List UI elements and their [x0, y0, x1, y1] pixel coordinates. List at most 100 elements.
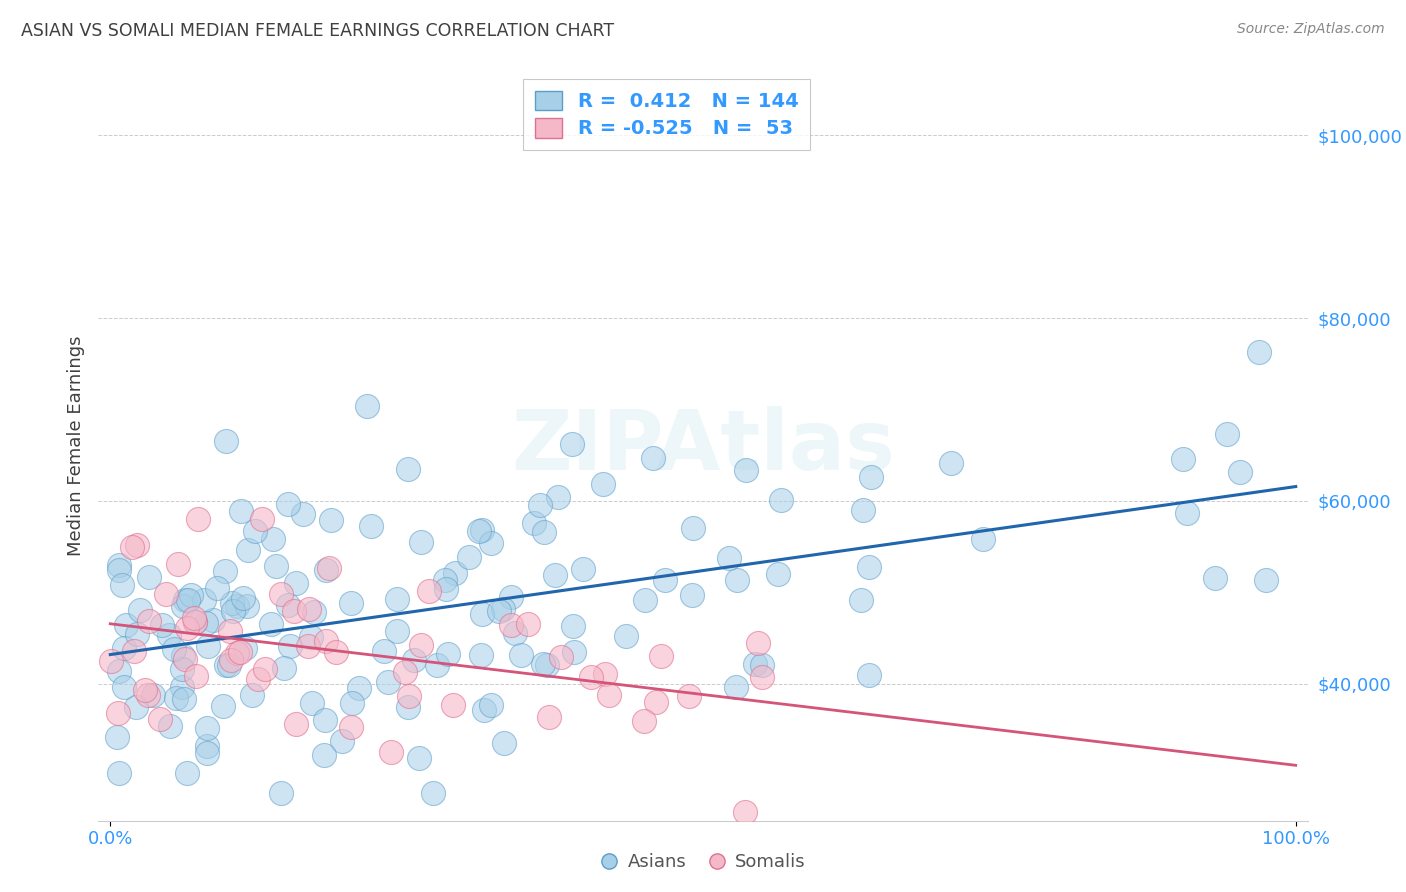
Point: [233, 641, 256, 656]
Point: [492, 601, 515, 615]
Point: [1175, 506, 1198, 520]
Point: [219, 624, 242, 638]
Point: [533, 524, 555, 539]
Point: [232, 591, 254, 605]
Point: [572, 561, 595, 575]
Point: [373, 643, 395, 657]
Point: [561, 437, 583, 451]
Point: [330, 734, 353, 748]
Point: [193, 592, 215, 607]
Point: [100, 654, 122, 668]
Point: [751, 670, 773, 684]
Point: [418, 584, 440, 599]
Point: [284, 716, 307, 731]
Point: [114, 618, 136, 632]
Point: [260, 616, 283, 631]
Point: [277, 497, 299, 511]
Point: [356, 399, 378, 413]
Point: [197, 746, 219, 760]
Point: [122, 644, 145, 658]
Point: [277, 599, 299, 613]
Point: [547, 491, 569, 505]
Point: [172, 599, 194, 613]
Point: [314, 713, 336, 727]
Point: [1256, 574, 1278, 588]
Point: [107, 706, 129, 720]
Point: [1204, 571, 1226, 585]
Point: [458, 549, 481, 564]
Point: [468, 524, 491, 538]
Point: [564, 644, 586, 658]
Point: [125, 538, 148, 552]
Point: [128, 603, 150, 617]
Point: [321, 513, 343, 527]
Point: [125, 627, 148, 641]
Text: ZIPAtlas: ZIPAtlas: [510, 406, 896, 486]
Point: [211, 698, 233, 713]
Point: [751, 658, 773, 673]
Point: [194, 616, 217, 631]
Point: [125, 700, 148, 714]
Point: [202, 613, 225, 627]
Point: [166, 557, 188, 571]
Point: [488, 604, 510, 618]
Point: [107, 558, 129, 573]
Point: [187, 512, 209, 526]
Point: [492, 736, 515, 750]
Point: [404, 653, 426, 667]
Point: [195, 739, 218, 753]
Point: [769, 492, 792, 507]
Point: [562, 619, 585, 633]
Point: [396, 462, 419, 476]
Point: [734, 805, 756, 819]
Point: [176, 621, 198, 635]
Point: [138, 614, 160, 628]
Point: [349, 681, 371, 695]
Point: [678, 689, 700, 703]
Point: [205, 582, 228, 596]
Point: [735, 463, 758, 477]
Point: [342, 696, 364, 710]
Point: [273, 661, 295, 675]
Point: [297, 639, 319, 653]
Point: [472, 703, 495, 717]
Point: [121, 540, 143, 554]
Point: [633, 714, 655, 728]
Point: [579, 670, 602, 684]
Point: [174, 592, 197, 607]
Y-axis label: Median Female Earnings: Median Female Earnings: [66, 335, 84, 557]
Point: [681, 589, 703, 603]
Point: [264, 558, 287, 573]
Point: [314, 747, 336, 762]
Point: [744, 657, 766, 672]
Text: ASIAN VS SOMALI MEDIAN FEMALE EARNINGS CORRELATION CHART: ASIAN VS SOMALI MEDIAN FEMALE EARNINGS C…: [21, 22, 614, 40]
Point: [174, 651, 197, 665]
Point: [298, 601, 321, 615]
Point: [725, 573, 748, 587]
Point: [479, 536, 502, 550]
Point: [972, 532, 994, 546]
Point: [221, 596, 243, 610]
Point: [433, 574, 456, 588]
Point: [339, 596, 361, 610]
Point: [340, 720, 363, 734]
Point: [112, 681, 135, 695]
Point: [226, 646, 249, 660]
Point: [284, 576, 307, 591]
Point: [219, 652, 242, 666]
Point: [243, 524, 266, 538]
Point: [536, 658, 558, 673]
Point: [108, 665, 131, 679]
Point: [851, 593, 873, 607]
Point: [501, 617, 523, 632]
Point: [1229, 465, 1251, 479]
Point: [197, 721, 219, 735]
Point: [235, 599, 257, 613]
Point: [283, 604, 305, 618]
Point: [650, 648, 672, 663]
Point: [149, 712, 172, 726]
Point: [105, 730, 128, 744]
Point: [718, 550, 741, 565]
Point: [437, 648, 460, 662]
Point: [747, 635, 769, 649]
